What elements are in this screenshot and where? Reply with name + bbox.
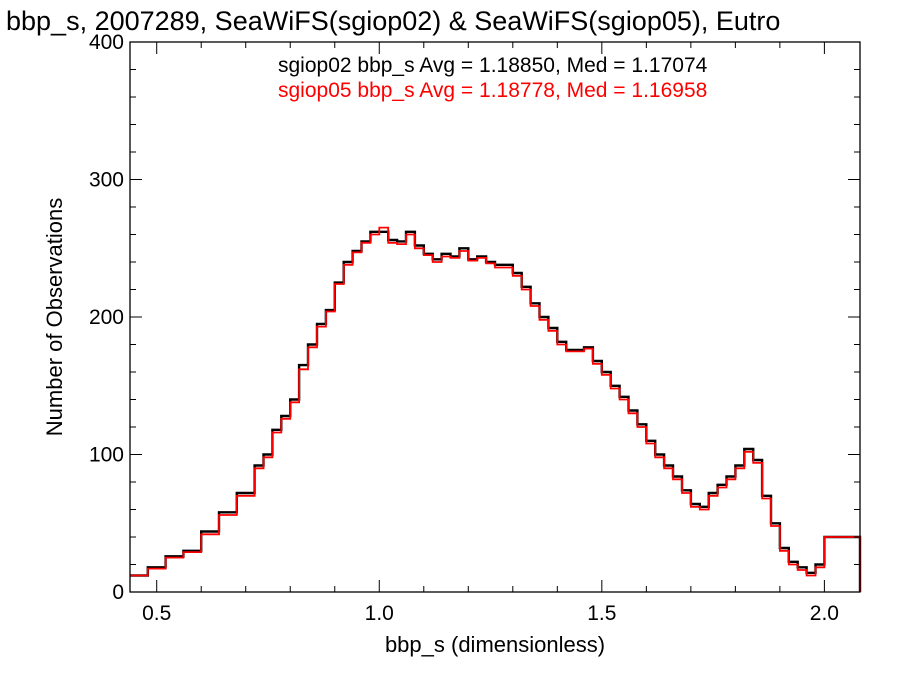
y-tick-label: 100 [89, 444, 124, 467]
y-tick-label: 0 [112, 581, 124, 604]
x-tick-label: 0.5 [142, 602, 171, 625]
y-axis: 0 100 200 300 400 [89, 31, 860, 604]
y-tick-label: 300 [89, 169, 124, 192]
annotation-sgiop05: sgiop05 bbp_s Avg = 1.18778, Med = 1.169… [278, 79, 707, 102]
y-tick-label: 400 [89, 31, 124, 54]
x-axis: 0.5 1.0 1.5 2.0 [142, 42, 839, 625]
x-tick-label: 2.0 [810, 602, 839, 625]
series-sgiop05-histogram [130, 226, 861, 592]
x-tick-label: 1.0 [365, 602, 394, 625]
chart-title: bbp_s, 2007289, SeaWiFS(sgiop02) & SeaWi… [6, 6, 780, 36]
y-tick-label: 200 [89, 306, 124, 329]
series-layer [130, 226, 862, 592]
y-axis-label: Number of Observations [42, 198, 67, 436]
x-tick-label: 1.5 [587, 602, 616, 625]
x-axis-label: bbp_s (dimensionless) [385, 632, 605, 657]
annotation-sgiop02: sgiop02 bbp_s Avg = 1.18850, Med = 1.170… [278, 54, 708, 77]
